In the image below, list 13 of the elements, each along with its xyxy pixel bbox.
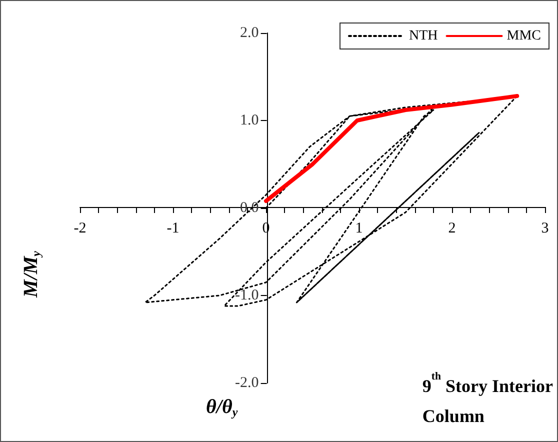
- y-tick-label: 1.0: [240, 112, 259, 128]
- y-tick-label: 2.0: [240, 25, 259, 41]
- y-tick-label: -1.0: [235, 288, 259, 304]
- y-tick-label: -2.0: [235, 375, 259, 391]
- x-tick-label: 1: [355, 220, 363, 236]
- x-tick-label: -2: [74, 220, 86, 236]
- legend-label: NTH: [408, 28, 438, 44]
- legend-label: MMC: [506, 28, 541, 44]
- x-tick-label: 3: [541, 220, 549, 236]
- x-tick-label: -1: [166, 220, 180, 236]
- y-axis-title: M/My: [20, 250, 43, 298]
- line-series: [264, 94, 520, 203]
- x-tick-label: 2: [448, 220, 456, 236]
